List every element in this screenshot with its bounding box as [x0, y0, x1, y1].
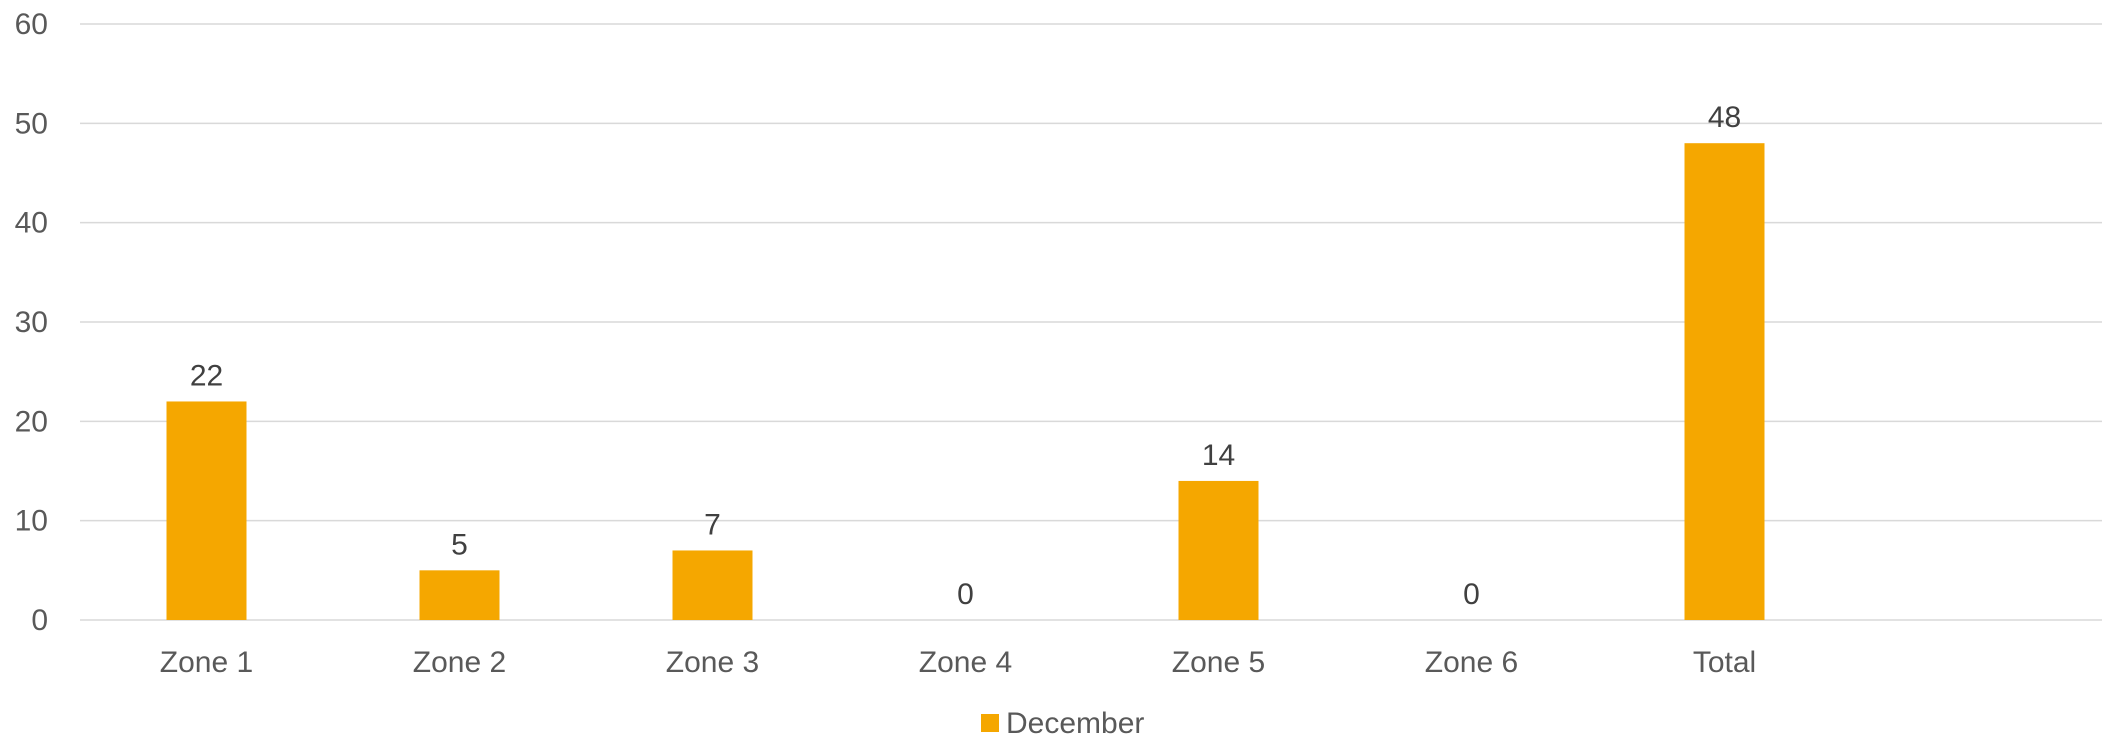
- legend: December: [981, 707, 1144, 740]
- bar-zone-2: [419, 570, 500, 620]
- y-tick-label: 30: [15, 306, 48, 339]
- bar-zone-3: [672, 550, 753, 620]
- x-tick-label: Zone 6: [1425, 646, 1518, 679]
- data-labels: 22 5 7 0 14 0 48: [190, 101, 1741, 611]
- y-axis-tick-labels: 0 10 20 30 40 50 60: [15, 8, 48, 637]
- x-tick-label: Total: [1693, 646, 1756, 679]
- y-tick-label: 20: [15, 405, 48, 438]
- x-tick-label: Zone 1: [160, 646, 253, 679]
- y-tick-label: 60: [15, 8, 48, 41]
- data-label: 7: [704, 508, 721, 541]
- x-axis-tick-labels: Zone 1 Zone 2 Zone 3 Zone 4 Zone 5 Zone 6 Tota…: [160, 646, 1756, 679]
- data-label: 14: [1202, 439, 1235, 472]
- y-tick-label: 0: [31, 604, 48, 637]
- bar-zone-1: [166, 401, 247, 620]
- legend-label: December: [1006, 707, 1144, 740]
- x-tick-label: Zone 2: [413, 646, 506, 679]
- y-tick-label: 50: [15, 107, 48, 140]
- bar-series: [166, 143, 1765, 620]
- gridlines: [80, 23, 2102, 621]
- data-label: 0: [1463, 578, 1480, 611]
- data-label: 22: [190, 359, 223, 392]
- y-tick-label: 40: [15, 207, 48, 240]
- data-label: 5: [451, 528, 468, 561]
- y-tick-label: 10: [15, 505, 48, 538]
- x-tick-label: Zone 5: [1172, 646, 1265, 679]
- bar-total: [1684, 143, 1765, 620]
- legend-swatch: [981, 714, 999, 732]
- x-tick-label: Zone 3: [666, 646, 759, 679]
- data-label: 48: [1708, 101, 1741, 134]
- x-tick-label: Zone 4: [919, 646, 1012, 679]
- data-label: 0: [957, 578, 974, 611]
- bar-zone-5: [1178, 480, 1259, 620]
